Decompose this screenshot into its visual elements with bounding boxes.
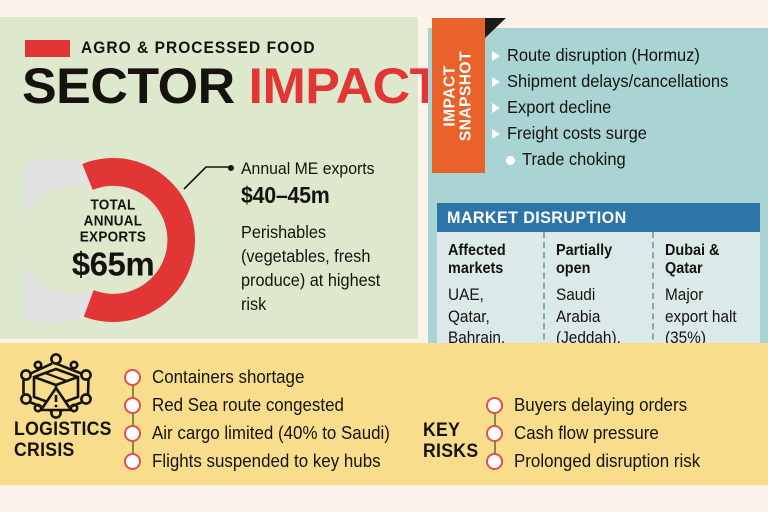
key-risk-item-label: Buyers delaying orders [514, 394, 688, 415]
snapshot-item-label: Freight costs surge [507, 122, 647, 143]
key-risks-title-line1: KEY [423, 420, 461, 441]
bottom-risks-panel: LOGISTICS CRISIS Containers shortage Red… [0, 343, 768, 485]
snapshot-item-label: Export decline [507, 96, 612, 117]
callout-leader-line [183, 166, 230, 190]
table-column-partially-open: Partially open Saudi Arabia (Jeddah), Om… [543, 232, 651, 370]
chain-node-icon [486, 452, 503, 470]
logistics-crisis-title: LOGISTICS CRISIS [14, 419, 112, 462]
column-header: Partially open [556, 242, 613, 278]
dot-bullet-icon [506, 155, 515, 165]
list-item: Buyers delaying orders [486, 391, 712, 419]
list-item: Red Sea route congested [124, 391, 405, 419]
impact-snapshot-tab: IMPACT SNAPSHOT [432, 18, 506, 173]
logistics-title-line2: CRISIS [14, 440, 75, 462]
table-column-dubai-qatar: Dubai & Qatar Major export halt (35%) [651, 232, 760, 370]
key-risks-title: KEY RISKS [423, 420, 478, 463]
market-disruption-title: MARKET DISRUPTION [447, 207, 627, 227]
key-risk-item-label: Cash flow pressure [514, 422, 659, 443]
logistics-item-label: Red Sea route congested [152, 394, 344, 415]
annual-me-exports-label: Annual ME exports [241, 159, 375, 178]
triangle-bullet-icon [492, 51, 500, 61]
triangle-bullet-icon [492, 76, 500, 87]
snapshot-item-label: Shipment delays/cancellations [507, 70, 729, 91]
chain-node-icon [124, 368, 141, 386]
package-warning-network-icon [18, 353, 94, 424]
kicker: AGRO & PROCESSED FOOD [25, 39, 331, 58]
callout-dot-icon [228, 165, 234, 171]
list-item: Trade choking [492, 148, 760, 172]
market-disruption-header: MARKET DISRUPTION [437, 203, 760, 232]
tab-line-2: SNAPSHOT [457, 50, 475, 141]
chain-node-icon [486, 396, 503, 414]
logistics-title-line1: LOGISTICS [14, 419, 112, 440]
chain-node-icon [124, 452, 141, 470]
annual-me-exports-value: $40–45m [241, 182, 330, 208]
kicker-label: AGRO & PROCESSED FOOD [81, 39, 316, 57]
list-item: Flights suspended to key hubs [124, 447, 405, 475]
key-risk-item-label: Prolonged disruption risk [514, 450, 701, 471]
list-item: Cash flow pressure [486, 419, 712, 447]
column-value: Major export halt (35%) [664, 286, 737, 348]
list-item: Shipment delays/cancellations [492, 70, 760, 94]
column-header: Dubai & Qatar [664, 242, 720, 278]
chain-node-icon [124, 424, 141, 442]
triangle-bullet-icon [492, 102, 500, 113]
key-risks-title-line2: RISKS [423, 441, 479, 463]
list-item: Prolonged disruption risk [486, 447, 712, 475]
page-title-accent: IMPACT [248, 58, 442, 114]
exports-donut-chart: TOTAL ANNUAL EXPORTS $65m [0, 145, 202, 335]
logistics-item-label: Containers shortage [152, 366, 305, 387]
list-item: Freight costs surge [492, 122, 760, 146]
list-item: Export decline [492, 96, 760, 120]
chain-connector [131, 377, 134, 461]
chain-node-icon [124, 396, 141, 414]
page-title-dark: SECTOR [22, 58, 249, 114]
impact-snapshot-tab-label: IMPACT SNAPSHOT [441, 50, 475, 141]
chain-node-icon [486, 424, 503, 442]
key-risks-items-chain: Buyers delaying orders Cash flow pressur… [486, 391, 712, 475]
sector-impact-panel: AGRO & PROCESSED FOOD SECTOR IMPACT TOTA… [0, 17, 441, 339]
snapshot-item-label: Trade choking [522, 148, 626, 169]
list-item: Route disruption (Hormuz) [492, 44, 760, 68]
logistics-item-label: Flights suspended to key hubs [152, 450, 381, 471]
list-item: Containers shortage [124, 363, 405, 391]
logistics-items-chain: Containers shortage Red Sea route conges… [124, 363, 405, 475]
tab-line-1: IMPACT [441, 64, 459, 127]
page-title: SECTOR IMPACT [22, 61, 441, 111]
impact-snapshot-list: Route disruption (Hormuz) Shipment delay… [492, 44, 760, 174]
list-item: Air cargo limited (40% to Saudi) [124, 419, 405, 447]
column-header: Affected markets [448, 242, 506, 278]
snapshot-item-label: Route disruption (Hormuz) [507, 45, 700, 65]
kicker-swatch-icon [25, 40, 70, 57]
donut-svg [0, 158, 195, 323]
triangle-bullet-icon [492, 128, 500, 139]
logistics-item-label: Air cargo limited (40% to Saudi) [152, 422, 390, 443]
perishables-note: Perishables (vegetables, fresh produce) … [241, 222, 381, 315]
donut-slice-me-exports [82, 158, 195, 323]
